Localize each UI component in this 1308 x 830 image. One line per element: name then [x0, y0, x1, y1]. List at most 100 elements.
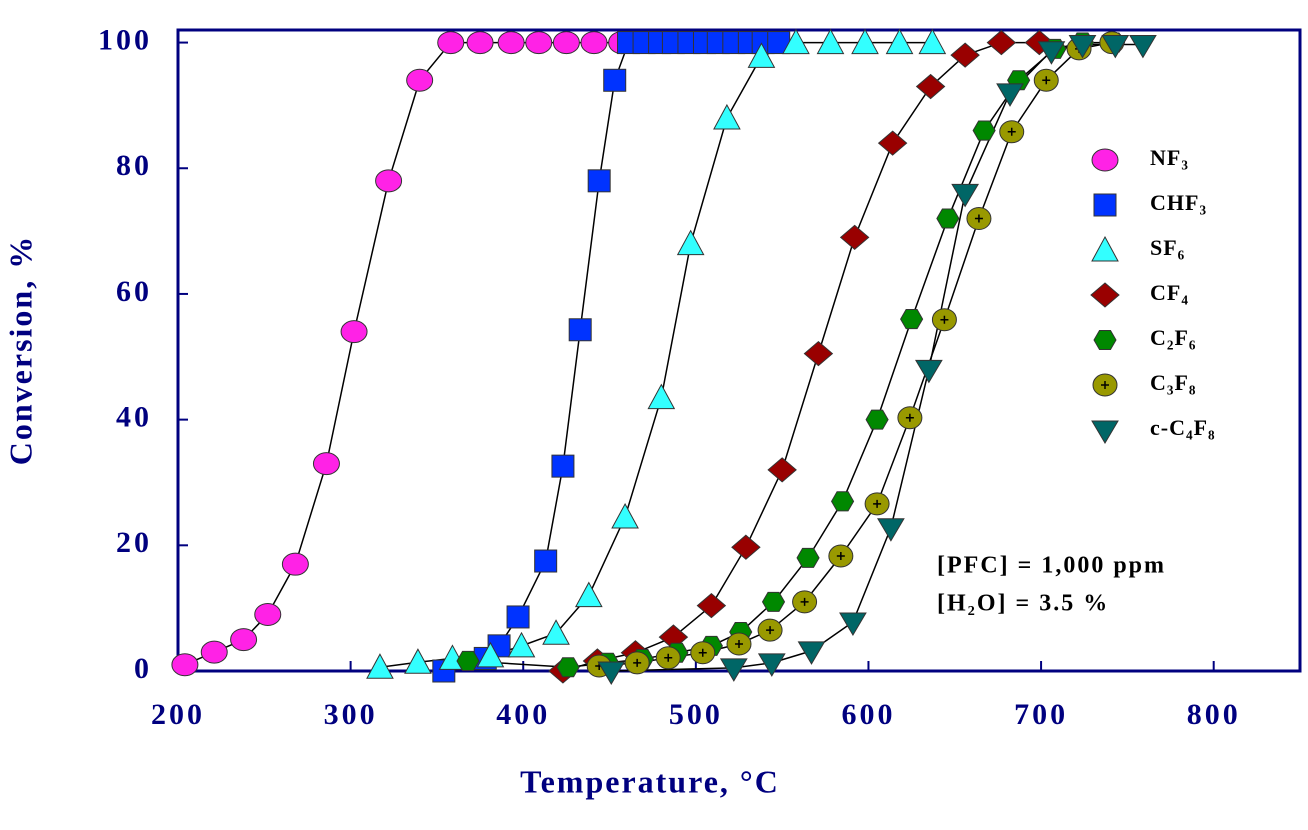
y-axis-title: Conversion, % — [2, 235, 38, 465]
y-tick-label: 80 — [116, 149, 152, 182]
marker — [1068, 34, 1097, 59]
x-axis-title: Temperature, °C — [520, 763, 780, 799]
marker-plus — [873, 499, 882, 508]
annotation: [H₂O] = 3.5 % — [937, 591, 1109, 617]
marker-plus — [800, 597, 809, 606]
legend-label: SF₆ — [1150, 235, 1185, 260]
marker — [340, 320, 368, 344]
marker — [1129, 34, 1157, 59]
legend-label: C₃F₈ — [1150, 370, 1197, 395]
marker — [552, 31, 580, 55]
marker — [525, 31, 553, 55]
marker — [830, 491, 855, 512]
marker-plus — [633, 658, 642, 667]
marker — [877, 130, 908, 156]
marker — [1090, 282, 1120, 308]
marker-plus — [766, 626, 775, 635]
legend-label: CF₄ — [1150, 280, 1189, 305]
marker — [719, 658, 748, 682]
x-tick-label: 400 — [496, 698, 550, 731]
annotation: [PFC] = 1,000 ppm — [937, 553, 1166, 579]
marker — [782, 28, 810, 55]
marker — [375, 169, 403, 193]
marker — [803, 340, 834, 367]
marker — [877, 518, 905, 542]
marker — [200, 640, 228, 664]
marker — [542, 619, 570, 645]
marker — [918, 28, 947, 55]
marker — [915, 73, 946, 100]
y-tick-label: 0 — [134, 652, 152, 685]
marker-plus — [1042, 76, 1051, 85]
marker — [747, 42, 776, 68]
marker — [713, 103, 741, 130]
x-tick-label: 800 — [1187, 698, 1241, 731]
x-tick-label: 300 — [324, 698, 378, 731]
marker — [851, 28, 879, 55]
marker — [1101, 34, 1130, 59]
marker — [506, 605, 530, 629]
legend-label: CHF₃ — [1150, 190, 1207, 215]
marker — [437, 31, 465, 55]
marker — [534, 549, 558, 573]
marker — [281, 552, 309, 576]
marker — [900, 309, 924, 330]
marker-plus — [698, 648, 707, 657]
marker — [797, 641, 826, 665]
marker — [767, 457, 797, 483]
marker — [556, 657, 580, 678]
y-tick-label: 20 — [116, 526, 152, 559]
marker — [1037, 41, 1066, 65]
legend-label: c-C₄F₈ — [1150, 415, 1216, 440]
x-tick-label: 700 — [1014, 698, 1068, 731]
marker — [254, 602, 282, 626]
marker — [603, 68, 627, 92]
marker — [915, 359, 943, 384]
marker — [611, 502, 639, 529]
marker — [796, 547, 820, 568]
y-tick-label: 100 — [98, 23, 152, 56]
marker — [466, 31, 494, 55]
marker-plus — [1007, 127, 1016, 136]
marker — [1091, 420, 1119, 444]
marker — [865, 409, 889, 430]
x-tick-label: 200 — [151, 698, 205, 731]
marker — [950, 42, 980, 68]
marker — [456, 650, 480, 671]
marker — [757, 653, 786, 677]
y-tick-label: 60 — [116, 275, 152, 308]
marker — [647, 383, 676, 410]
marker — [551, 454, 575, 478]
marker — [597, 661, 626, 685]
marker — [230, 628, 258, 652]
marker — [761, 591, 786, 612]
marker — [972, 120, 996, 141]
marker — [1091, 148, 1119, 172]
marker-plus — [905, 413, 914, 422]
marker — [568, 318, 592, 342]
marker — [996, 83, 1024, 107]
marker-plus — [974, 214, 983, 223]
marker — [587, 169, 611, 193]
marker — [406, 68, 434, 92]
series-line — [379, 41, 933, 668]
marker — [986, 29, 1017, 56]
marker — [312, 452, 340, 476]
marker — [366, 653, 394, 679]
marker — [951, 183, 980, 208]
marker-plus — [836, 551, 845, 560]
y-tick-label: 40 — [116, 401, 152, 434]
marker — [816, 28, 845, 55]
marker — [1091, 235, 1119, 262]
marker — [404, 648, 432, 674]
marker — [497, 31, 525, 55]
marker — [574, 581, 603, 608]
series-line — [184, 41, 622, 666]
marker — [1093, 193, 1117, 217]
marker — [676, 229, 705, 256]
marker-plus — [664, 653, 673, 662]
marker-plus — [1101, 381, 1109, 389]
x-tick-label: 600 — [841, 698, 895, 731]
marker — [839, 224, 870, 251]
